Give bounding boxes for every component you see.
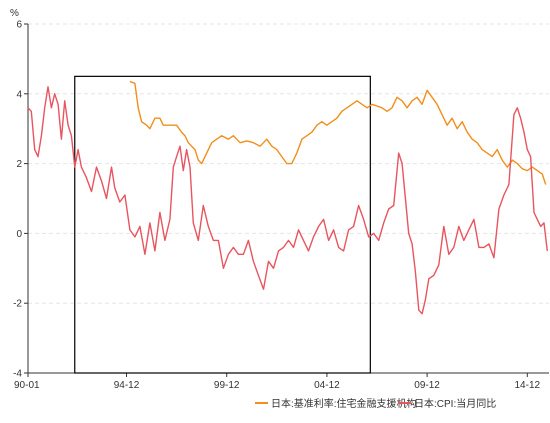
y-tick-label: 6 bbox=[16, 20, 22, 31]
legend: 日本:基准利率:住宅金融支援机构 日本:CPI:当月同比 bbox=[255, 397, 496, 410]
highlight-box bbox=[74, 75, 371, 374]
x-tick-label: 99-12 bbox=[214, 380, 240, 391]
series-layer bbox=[27, 80, 548, 315]
y-tick-label: -2 bbox=[13, 299, 22, 310]
x-axis-ticks: 90-01 94-12 99-12 04-12 09-12 14-12 bbox=[14, 373, 541, 391]
y-tick-label: 2 bbox=[16, 159, 22, 170]
series-line-cpi bbox=[27, 86, 548, 315]
series-line-rate bbox=[129, 80, 547, 185]
x-tick-label: 94-12 bbox=[114, 380, 140, 391]
y-axis-ticks: 6 4 2 0 -2 -4 bbox=[13, 20, 28, 380]
unit-label: % bbox=[10, 8, 19, 19]
y-tick-label: 0 bbox=[16, 229, 22, 240]
legend-label-rate: 日本:基准利率:住宅金融支援机构 bbox=[271, 397, 417, 410]
x-tick-label: 14-12 bbox=[515, 380, 541, 391]
y-tick-label: 4 bbox=[16, 89, 22, 100]
legend-label-cpi: 日本:CPI:当月同比 bbox=[414, 397, 496, 410]
x-tick-label: 90-01 bbox=[14, 380, 40, 391]
x-tick-label: 09-12 bbox=[414, 380, 440, 391]
x-tick-label: 04-12 bbox=[314, 380, 340, 391]
y-tick-label: -4 bbox=[13, 369, 22, 380]
